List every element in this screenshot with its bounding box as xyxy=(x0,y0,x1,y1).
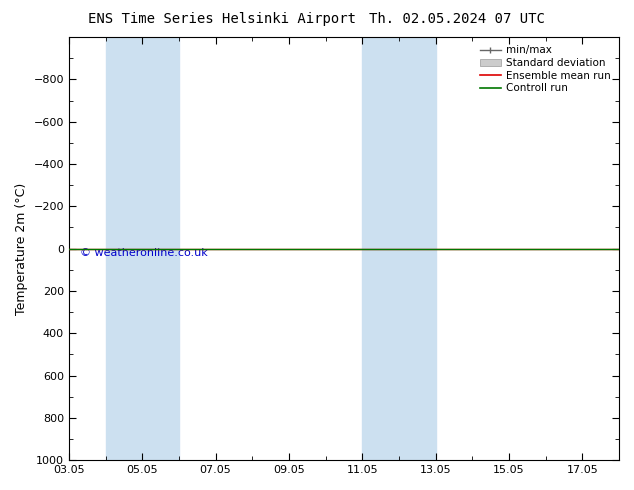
Legend: min/max, Standard deviation, Ensemble mean run, Controll run: min/max, Standard deviation, Ensemble me… xyxy=(477,42,614,97)
Bar xyxy=(362,37,436,460)
Text: Th. 02.05.2024 07 UTC: Th. 02.05.2024 07 UTC xyxy=(368,12,545,26)
Y-axis label: Temperature 2m (°C): Temperature 2m (°C) xyxy=(15,182,28,315)
Text: ENS Time Series Helsinki Airport: ENS Time Series Helsinki Airport xyxy=(88,12,356,26)
Bar xyxy=(106,37,179,460)
Text: © weatheronline.co.uk: © weatheronline.co.uk xyxy=(80,248,208,258)
